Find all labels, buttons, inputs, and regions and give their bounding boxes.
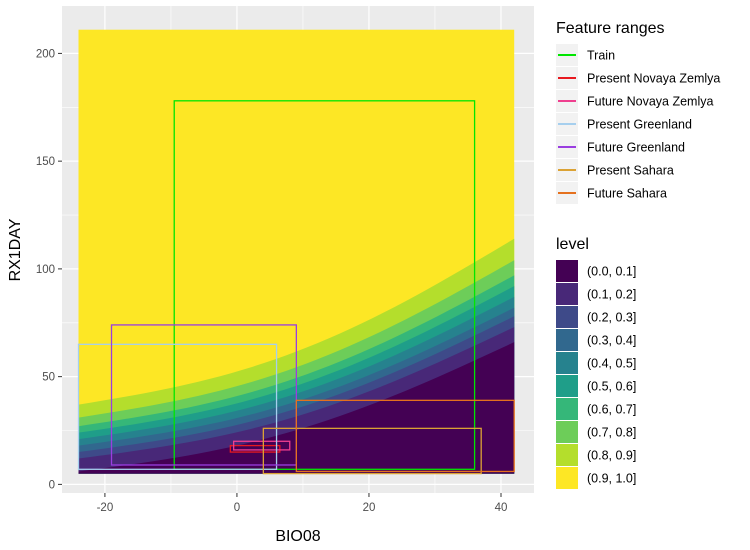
feature-range-rect — [110, 324, 297, 466]
level-label: (0.8, 0.9] — [587, 449, 636, 463]
y-tick-label: 0 — [49, 479, 55, 491]
level-band — [78, 342, 515, 474]
x-tick-label: 0 — [234, 502, 240, 514]
legend-label: Future Novaya Zemlya — [587, 95, 713, 109]
feature-range-rect — [77, 343, 278, 470]
feature-range-rect — [229, 444, 281, 453]
y-tick-label: 150 — [36, 156, 55, 168]
level-legend-title: level — [556, 236, 589, 253]
level-swatch — [556, 260, 578, 282]
legend-label: Train — [587, 49, 615, 63]
feature-range-rect — [295, 399, 515, 473]
feature-range-rect — [232, 440, 291, 451]
feature-ranges-legend-title: Feature ranges — [556, 20, 665, 37]
x-tick-label: 20 — [363, 502, 376, 514]
legend-label: Present Novaya Zemlya — [587, 72, 720, 86]
level-label: (0.5, 0.6] — [587, 380, 636, 394]
level-label: (0.6, 0.7] — [587, 403, 636, 417]
level-label: (0.7, 0.8] — [587, 426, 636, 440]
y-tick-label: 100 — [36, 264, 55, 276]
level-legend: (0.0, 0.1] (0.1, 0.2] (0.2, 0.3] (0.3, 0.4]… — [556, 260, 636, 489]
axes: -20 0 20 40 0 50 100 150 200 — [36, 48, 508, 514]
level-surface — [78, 29, 515, 474]
feature-range-rect — [173, 100, 476, 470]
level-label: (0.3, 0.4] — [587, 334, 636, 348]
y-axis-title: RX1DAY — [7, 218, 24, 281]
legend-label: Future Sahara — [587, 187, 667, 201]
legend-label: Future Greenland — [587, 141, 685, 155]
level-swatch — [556, 398, 578, 420]
level-label: (0.1, 0.2] — [587, 288, 636, 302]
y-tick-label: 200 — [36, 48, 55, 60]
feature-range-rect — [262, 427, 482, 475]
level-label: (0.0, 0.1] — [587, 265, 636, 279]
feature-ranges — [77, 100, 515, 475]
level-label: (0.4, 0.5] — [587, 357, 636, 371]
level-swatch — [556, 421, 578, 443]
level-swatch — [556, 444, 578, 466]
level-swatch — [556, 306, 578, 328]
x-axis-title: BIO08 — [275, 528, 320, 545]
level-swatch — [556, 375, 578, 397]
x-tick-label: -20 — [97, 502, 114, 514]
feature-ranges-legend: Train Present Novaya Zemlya Future Novaya … — [556, 44, 720, 204]
level-label: (0.9, 1.0] — [587, 472, 636, 486]
x-tick-label: 40 — [495, 502, 508, 514]
legend-label: Present Sahara — [587, 164, 674, 178]
level-label: (0.2, 0.3] — [587, 311, 636, 325]
level-swatch — [556, 467, 578, 489]
y-tick-label: 50 — [42, 372, 55, 384]
level-swatch — [556, 352, 578, 374]
level-swatch — [556, 329, 578, 351]
level-swatch — [556, 283, 578, 305]
legend-label: Present Greenland — [587, 118, 692, 132]
